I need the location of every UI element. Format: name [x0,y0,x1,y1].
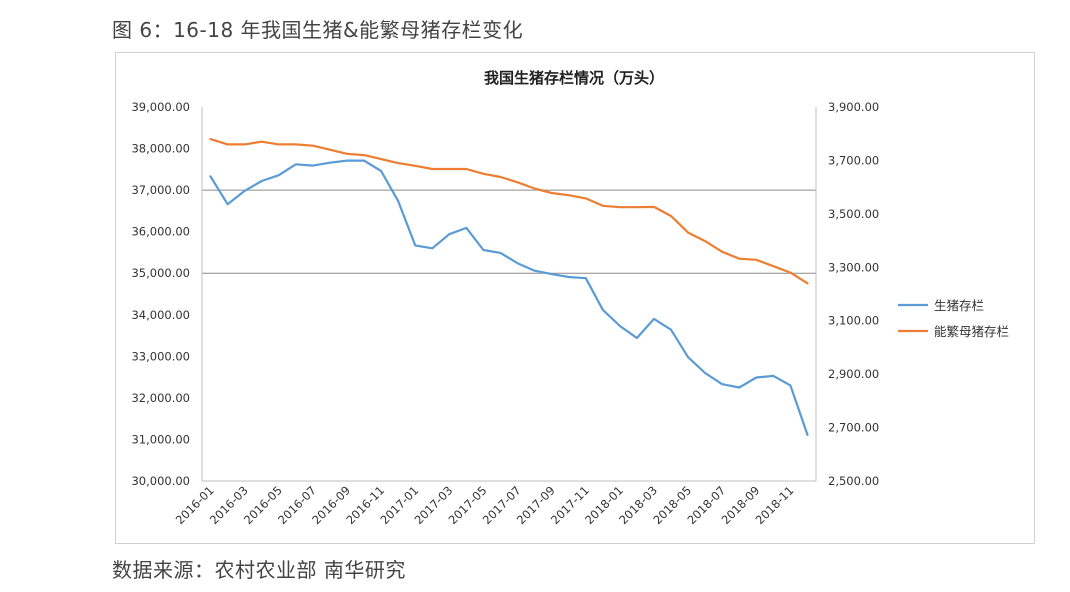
legend-label: 能繁母猪存栏 [934,324,1009,339]
left-tick-label: 35,000.00 [131,266,190,280]
line-chart: 我国生猪存栏情况（万头） 30,000.00 31,000.00 32,000.00… [131,69,1009,527]
right-y-axis: 2,500.00 2,700.00 2,900.00 3,100.00 3,300.00… [815,100,879,488]
left-tick-label: 37,000.00 [131,183,190,197]
left-tick-label: 38,000.00 [131,142,190,156]
series-line-sow-stock [209,137,809,285]
right-tick-label: 2,500.00 [828,474,879,488]
x-tick-label: 2018-11 [753,483,797,527]
right-tick-label: 3,900.00 [828,100,879,114]
chart-title: 我国生猪存栏情况（万头） [484,69,664,87]
left-y-axis: 30,000.00 31,000.00 32,000.00 33,000.00 34,0… [131,100,203,488]
series-line-pig-stock [209,159,809,436]
left-tick-label: 34,000.00 [131,308,190,322]
gridlines [202,189,816,274]
figure-title: 图 6：16-18 年我国生猪&能繁母猪存栏变化 [112,18,524,42]
left-tick-label: 30,000.00 [131,474,190,488]
right-tick-label: 2,700.00 [828,421,879,435]
right-tick-label: 3,700.00 [828,153,879,167]
right-tick-label: 3,500.00 [828,207,879,221]
x-axis: 2016-012016-032016-052016-072016-092016-… [173,480,816,527]
left-tick-label: 33,000.00 [131,349,190,363]
series-lines [209,137,809,436]
left-tick-label: 36,000.00 [131,225,190,239]
source-note: 数据来源：农村农业部 南华研究 [112,558,406,582]
chart-container: 我国生猪存栏情况（万头） 30,000.00 31,000.00 32,000.00… [115,52,1035,544]
left-tick-label: 31,000.00 [131,432,190,446]
right-tick-label: 2,900.00 [828,367,879,381]
right-tick-label: 3,100.00 [828,314,879,328]
left-tick-label: 32,000.00 [131,391,190,405]
legend-label: 生猪存栏 [934,298,984,313]
right-tick-label: 3,300.00 [828,260,879,274]
left-tick-label: 39,000.00 [131,100,190,114]
